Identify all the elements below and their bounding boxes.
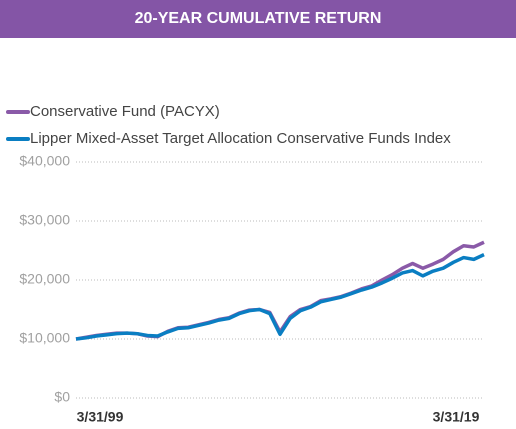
header-bar [0,0,516,38]
data-line [75,253,485,341]
x-tick-label: 3/31/19 [433,409,480,425]
legend-label: Lipper Mixed-Asset Target Allocation Con… [30,130,451,147]
data-line [75,240,485,341]
y-tick-label: $10,000 [19,330,70,346]
x-tick-label: 3/31/99 [77,409,124,425]
y-tick-label: $40,000 [19,153,70,169]
legend-label: Conservative Fund (PACYX) [30,103,220,120]
chart-title: 20-YEAR CUMULATIVE RETURN [135,10,382,27]
y-tick-label: $30,000 [19,212,70,228]
y-tick-label: $0 [54,389,70,405]
y-tick-label: $20,000 [19,271,70,287]
